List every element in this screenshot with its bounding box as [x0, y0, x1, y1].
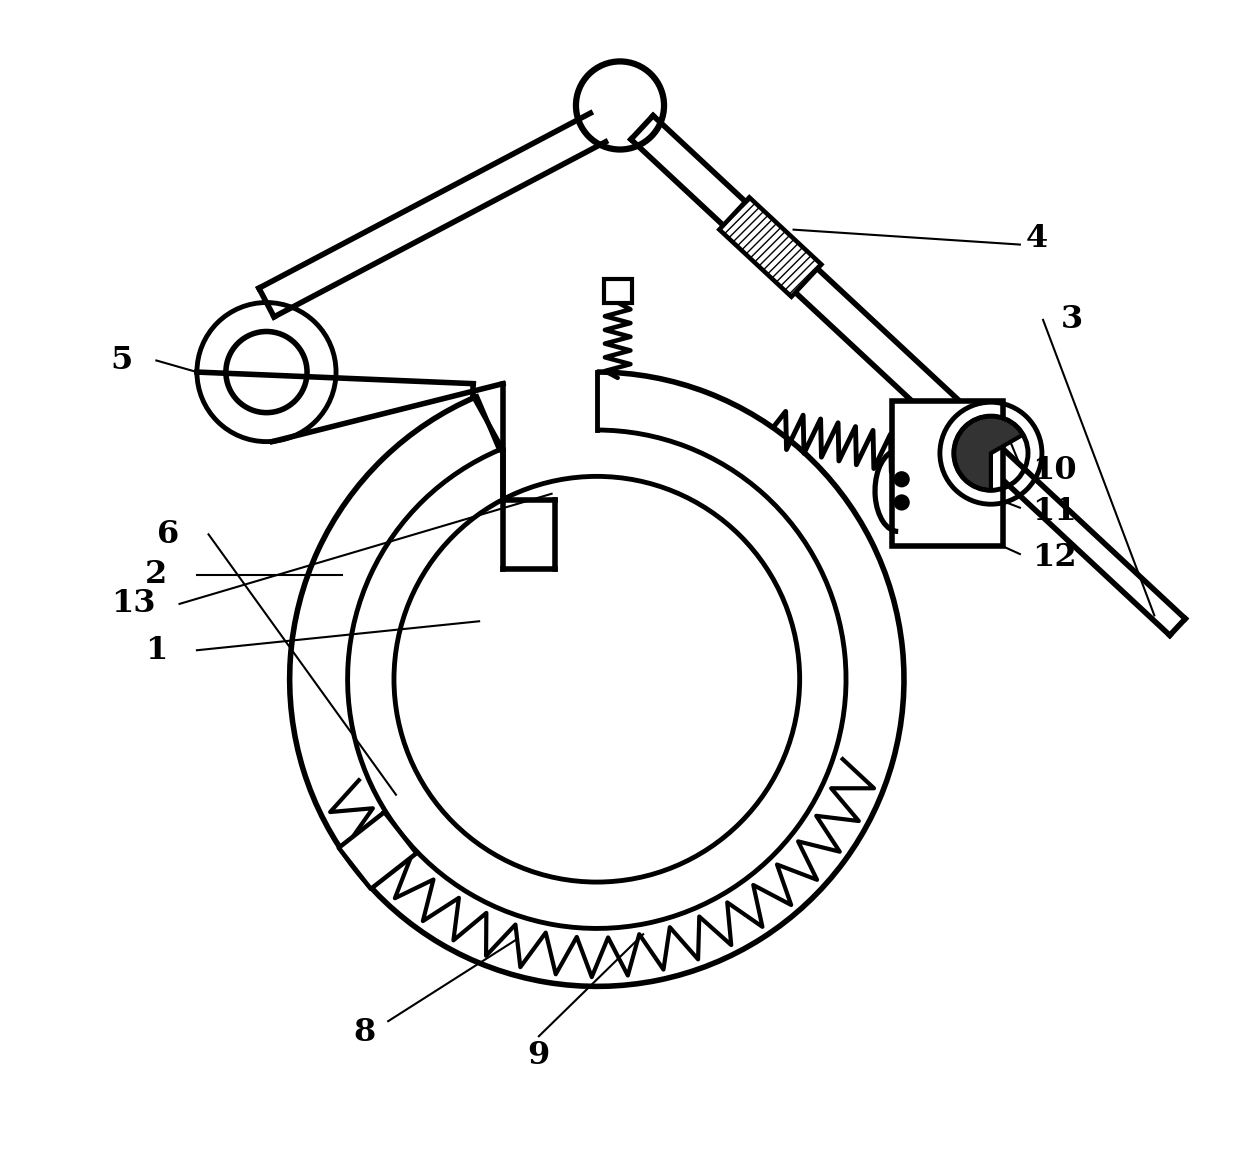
Text: 12: 12 [1033, 542, 1078, 574]
Text: 13: 13 [110, 589, 155, 619]
Bar [604, 279, 631, 303]
Text: 2: 2 [145, 560, 167, 590]
Circle shape [894, 494, 910, 510]
Text: 5: 5 [110, 345, 133, 377]
Text: 9: 9 [528, 1040, 551, 1071]
Text: 1: 1 [145, 635, 167, 666]
Text: 3: 3 [1061, 305, 1083, 335]
Bar [893, 401, 1002, 545]
Text: 6: 6 [156, 518, 179, 550]
Text: 8: 8 [353, 1017, 376, 1049]
Text: 4: 4 [1027, 223, 1048, 255]
Text: 11: 11 [1032, 496, 1078, 527]
Circle shape [894, 472, 910, 488]
Bar [719, 197, 821, 297]
Text: 10: 10 [1033, 455, 1078, 486]
Wedge shape [954, 416, 1023, 490]
Polygon shape [339, 812, 417, 889]
